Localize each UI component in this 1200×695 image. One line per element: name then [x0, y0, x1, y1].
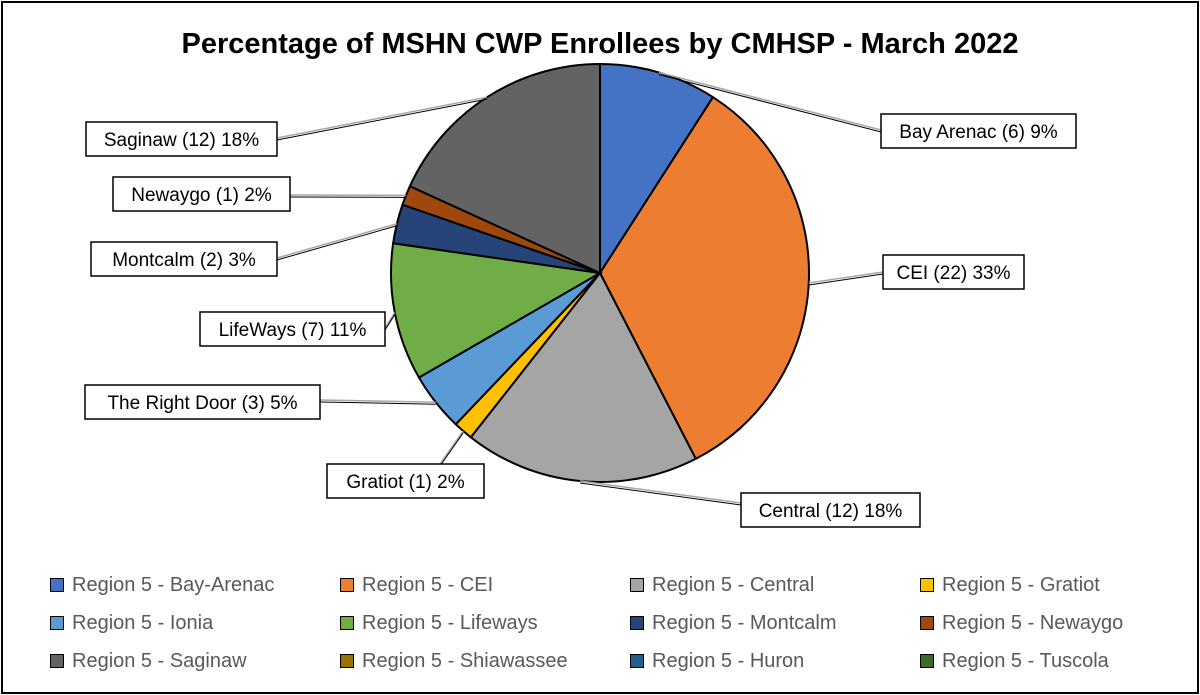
- data-label: The Right Door (3) 5%: [107, 393, 297, 414]
- chart-title: Percentage of MSHN CWP Enrollees by CMHS…: [181, 28, 1019, 60]
- leader-line: [439, 430, 464, 465]
- legend-label: Region 5 - Huron: [652, 649, 805, 672]
- data-label-box: [90, 241, 278, 277]
- leader-line: [658, 73, 882, 133]
- legend-label: Region 5 - Saginaw: [72, 649, 247, 672]
- data-label: Bay Arenac (6) 9%: [899, 122, 1058, 143]
- legend-swatch: [50, 616, 64, 630]
- legend-swatch: [340, 616, 354, 630]
- leader-line: [319, 401, 436, 405]
- legend-swatch: [50, 578, 64, 592]
- legend-item: Region 5 - Gratiot: [920, 573, 1100, 597]
- data-label-box: [740, 492, 921, 528]
- legend-item: Region 5 - Montcalm: [630, 611, 837, 635]
- leader-line: [276, 223, 398, 259]
- legend-item: Region 5 - Tuscola: [920, 649, 1109, 673]
- data-label: Newaygo (1) 2%: [131, 185, 272, 206]
- legend-swatch: [340, 578, 354, 592]
- legend-item: Region 5 - Ionia: [50, 611, 213, 635]
- legend-label: Region 5 - Shiawassee: [362, 649, 568, 672]
- data-label-box: [112, 176, 291, 212]
- legend-label: Region 5 - Bay-Arenac: [72, 573, 275, 596]
- data-label-box: [882, 254, 1025, 290]
- legend-swatch: [920, 616, 934, 630]
- legend-swatch: [920, 654, 934, 668]
- legend-item: Region 5 - Bay-Arenac: [50, 573, 274, 597]
- leader-line: [658, 71, 882, 131]
- data-label-box: [880, 113, 1077, 149]
- data-label: Saginaw (12) 18%: [104, 130, 259, 151]
- data-label: CEI (22) 33%: [896, 263, 1010, 284]
- legend-label: Region 5 - Montcalm: [652, 611, 837, 634]
- data-label-box: [326, 463, 485, 499]
- leader-line: [276, 98, 488, 141]
- legend-item: Region 5 - Saginaw: [50, 649, 247, 673]
- leader-line: [580, 482, 742, 506]
- leader-line: [319, 399, 436, 403]
- pie-slice: [469, 271, 698, 483]
- leader-line: [808, 273, 884, 286]
- legend-swatch: [340, 654, 354, 668]
- data-label-box: [85, 121, 278, 157]
- leader-line: [808, 271, 884, 284]
- data-label-box: [199, 311, 386, 347]
- legend-item: Region 5 - CEI: [340, 573, 493, 597]
- legend-swatch: [630, 654, 644, 668]
- legend-item: Region 5 - Shiawassee: [340, 649, 568, 673]
- data-label: Central (12) 18%: [759, 501, 903, 522]
- legend-swatch: [630, 616, 644, 630]
- leader-line: [384, 312, 396, 329]
- legend-swatch: [630, 578, 644, 592]
- legend-swatch: [920, 578, 934, 592]
- legend-swatch: [50, 654, 64, 668]
- legend-label: Region 5 - Newaygo: [942, 611, 1124, 634]
- legend-item: Region 5 - Lifeways: [340, 611, 538, 635]
- leader-line: [580, 480, 742, 504]
- leader-line: [439, 432, 464, 467]
- legend-item: Region 5 - Central: [630, 573, 814, 597]
- leader-line: [276, 225, 398, 261]
- legend-item: Region 5 - Huron: [630, 649, 804, 673]
- data-label: LifeWays (7) 11%: [219, 320, 367, 341]
- leader-line: [276, 96, 488, 139]
- pie-slice: [408, 62, 601, 275]
- legend-label: Region 5 - Lifeways: [362, 611, 538, 634]
- pie-slice: [598, 95, 810, 461]
- legend-label: Region 5 - Central: [652, 573, 815, 596]
- legend-label: Region 5 - Ionia: [72, 611, 214, 634]
- legend-item: Region 5 - Newaygo: [920, 611, 1123, 635]
- legend-label: Region 5 - Gratiot: [942, 573, 1100, 596]
- legend-label: Region 5 - CEI: [362, 573, 494, 596]
- data-label: Gratiot (1) 2%: [346, 472, 464, 493]
- data-label-box: [84, 384, 321, 420]
- leader-line: [384, 314, 396, 331]
- legend-label: Region 5 - Tuscola: [942, 649, 1109, 672]
- data-label: Montcalm (2) 3%: [112, 250, 256, 271]
